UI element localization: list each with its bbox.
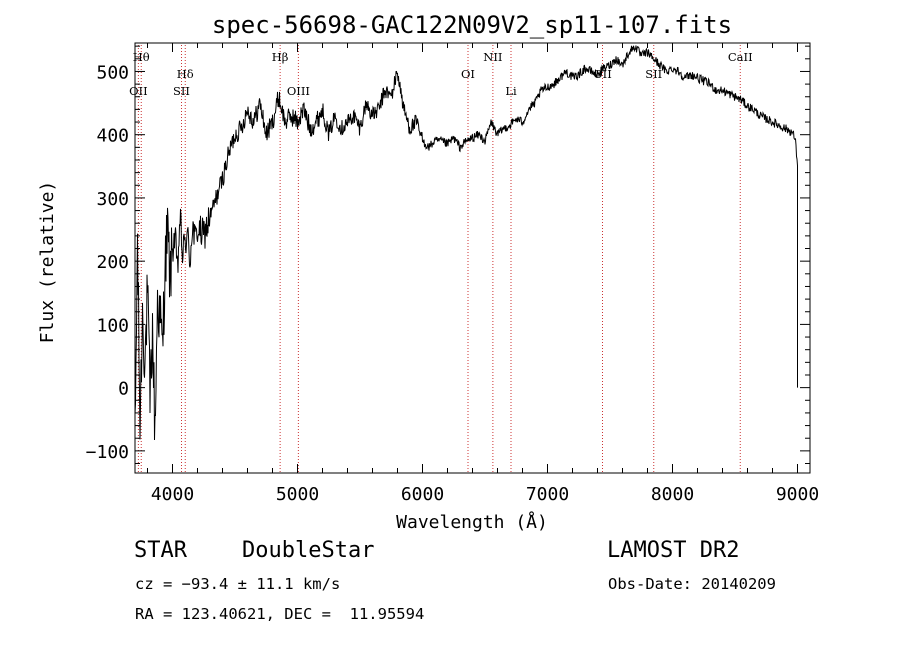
spectral-line-markers: Hθ OII SII Hδ Hβ OIII OI NII Li OII SII CaII bbox=[129, 45, 753, 473]
x-tick-label: 8000 bbox=[651, 484, 694, 505]
object-class: STAR bbox=[134, 538, 187, 563]
spectral-line-label: Li bbox=[505, 84, 517, 98]
chart-title: spec-56698-GAC122N09V2_sp11-107.fits bbox=[212, 11, 732, 39]
y-tick-label: 0 bbox=[118, 379, 129, 400]
ra-dec: RA = 123.40621, DEC = 11.95594 bbox=[135, 605, 425, 623]
plot-frame bbox=[134, 42, 811, 474]
y-tick-label: 100 bbox=[96, 315, 129, 336]
y-axis-label: Flux (relative) bbox=[37, 181, 58, 344]
observation-date: Obs-Date: 20140209 bbox=[608, 575, 776, 593]
y-tick-label: −100 bbox=[86, 442, 129, 463]
x-tick-label: 4000 bbox=[151, 484, 194, 505]
spectral-line-label: Hδ bbox=[177, 67, 194, 81]
spectral-line-label: SII bbox=[173, 84, 190, 98]
axes: 4000 5000 6000 7000 8000 9000 −100 0 100 200 300 40… bbox=[86, 43, 819, 505]
spectral-line-label: OII bbox=[129, 84, 148, 98]
x-axis-label: Wavelength (Å) bbox=[396, 511, 548, 533]
spectral-line-label: OII bbox=[593, 67, 612, 81]
spectral-line-label: OIII bbox=[287, 84, 310, 98]
y-tick-label: 500 bbox=[96, 62, 129, 83]
spectral-line-label: SII bbox=[645, 67, 662, 81]
spectral-line-label: Hβ bbox=[272, 50, 289, 64]
spectral-line-label: OI bbox=[461, 67, 475, 81]
x-tick-label: 7000 bbox=[526, 484, 569, 505]
redshift-cz: cz = −93.4 ± 11.1 km/s bbox=[135, 575, 341, 593]
spectrum-line bbox=[134, 45, 798, 441]
y-tick-label: 300 bbox=[96, 189, 129, 210]
object-subclass: DoubleStar bbox=[242, 538, 375, 563]
spectral-line-label: CaII bbox=[728, 50, 753, 64]
x-tick-label: 9000 bbox=[776, 484, 819, 505]
spectral-line-label: NII bbox=[483, 50, 502, 64]
y-tick-label: 400 bbox=[96, 126, 129, 147]
x-tick-label: 5000 bbox=[276, 484, 319, 505]
x-tick-label: 6000 bbox=[401, 484, 444, 505]
survey-name: LAMOST DR2 bbox=[607, 538, 740, 563]
spectral-line-label: Hθ bbox=[133, 50, 150, 64]
y-tick-label: 200 bbox=[96, 252, 129, 273]
